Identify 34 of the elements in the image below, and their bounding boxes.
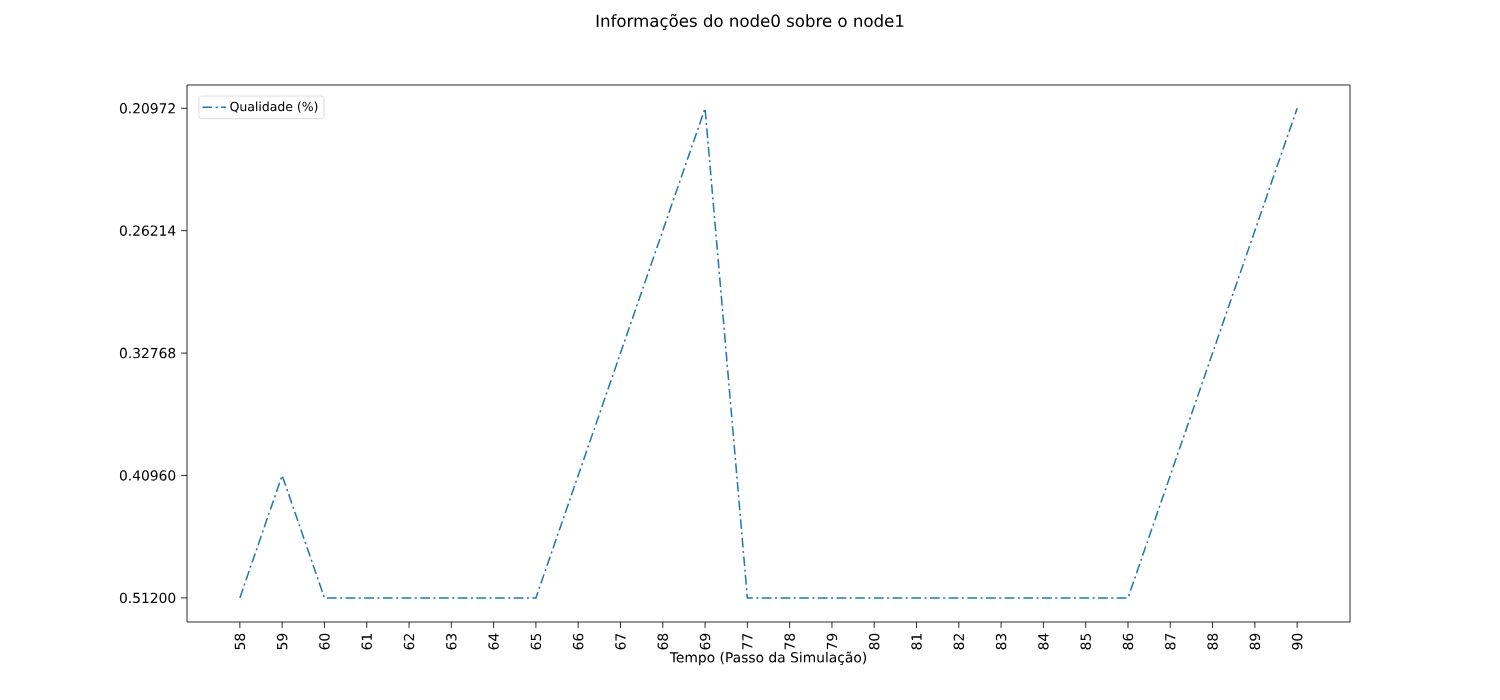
y-tick-label: 0.20972 <box>119 103 175 114</box>
x-tick-label: 83 <box>995 633 1007 650</box>
x-tick-label: 59 <box>276 633 288 650</box>
x-tick-label: 87 <box>1165 633 1176 650</box>
x-tick-label: 90 <box>1291 633 1303 650</box>
x-tick-label: 79 <box>826 633 838 650</box>
y-tick-label: 0.40960 <box>119 470 176 481</box>
x-tick-label: 68 <box>657 633 669 650</box>
x-tick-label: 62 <box>403 634 415 650</box>
x-tick-label: 61 <box>361 634 372 650</box>
x-tick-label: 80 <box>868 633 880 650</box>
x-tick-label: 77 <box>742 633 753 650</box>
x-axis-title: Tempo (Passo da Simulação) <box>669 651 867 666</box>
x-tick-label: 82 <box>953 634 965 650</box>
chart-title: Informações do node0 sobre o node1 <box>596 13 904 31</box>
x-tick-label: 67 <box>615 633 626 650</box>
y-tick-label: 0.51200 <box>119 592 176 604</box>
x-tick-label: 65 <box>530 633 542 650</box>
x-tick-label: 78 <box>784 633 795 650</box>
x-tick-label: 89 <box>1249 633 1261 650</box>
x-tick-label: 60 <box>319 633 330 650</box>
x-tick-label: 88 <box>1207 633 1218 650</box>
legend-label: Qualidade (%) <box>230 101 318 113</box>
x-tick-label: 84 <box>1038 633 1049 650</box>
x-tick-label: 66 <box>572 633 584 650</box>
x-tick-label: 58 <box>234 633 246 650</box>
x-tick-label: 69 <box>699 633 711 650</box>
x-tick-label: 63 <box>446 633 457 650</box>
x-tick-label: 81 <box>911 634 922 650</box>
x-tick-label: 85 <box>1080 633 1091 650</box>
x-tick-label: 64 <box>488 633 499 650</box>
y-tick-label: 0.32768 <box>119 347 176 359</box>
y-tick-label: 0.26214 <box>119 225 176 236</box>
x-tick-label: 86 <box>1122 633 1134 650</box>
